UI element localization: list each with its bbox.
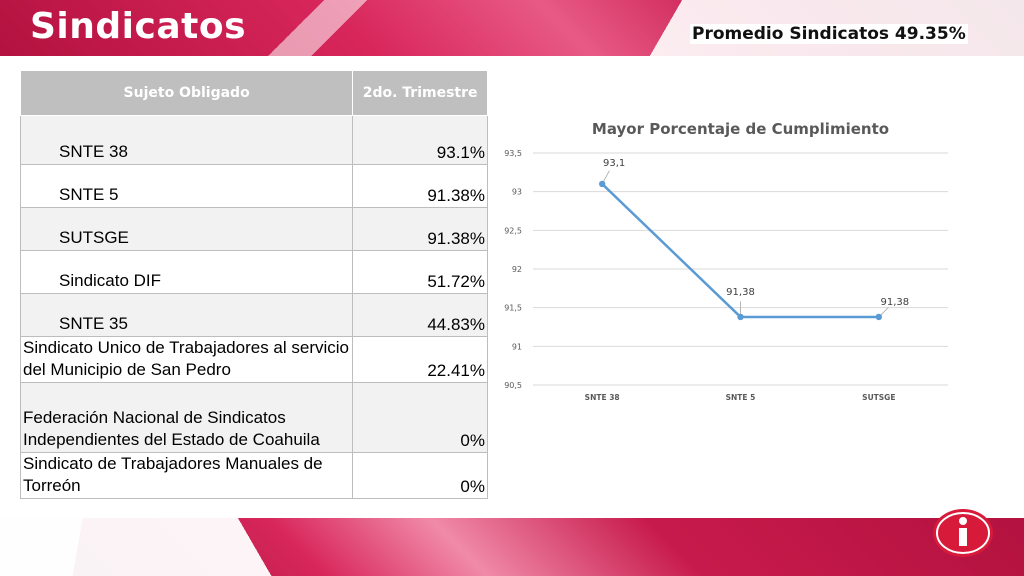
y-tick-label: 91,5 — [504, 304, 522, 313]
row-name: SUTSGE — [19, 207, 354, 251]
header-quarter: 2do. Trimestre — [352, 70, 488, 116]
average-label: Promedio Sindicatos 49.35% — [690, 24, 968, 44]
row-value: 22.41% — [352, 336, 488, 383]
footer-band-fade — [0, 518, 460, 576]
data-point — [598, 180, 606, 188]
table-row: SUTSGE 91.38% — [19, 207, 488, 251]
row-name: Sindicato DIF — [19, 250, 354, 294]
line-chart: Mayor Porcentaje de Cumplimiento 93,5 93 92… — [498, 108, 968, 413]
table-row: Sindicato Unico de Trabajadores al servi… — [19, 336, 488, 383]
row-value: 0% — [352, 452, 488, 499]
row-name: SNTE 38 — [19, 115, 354, 165]
compliance-table: Sujeto Obligado 2do. Trimestre SNTE 38 9… — [19, 70, 488, 499]
y-tick-label: 92 — [512, 265, 522, 274]
row-name: SNTE 35 — [19, 293, 354, 337]
table-row: Sindicato DIF 51.72% — [19, 250, 488, 294]
table-row: Sindicato de Trabajadores Manuales de To… — [19, 452, 488, 499]
line-chart-svg: Mayor Porcentaje de Cumplimiento 93,5 93 92… — [504, 120, 948, 402]
y-tick-label: 93,5 — [504, 149, 522, 158]
row-name: SNTE 5 — [19, 164, 354, 208]
row-name: Sindicato Unico de Trabajadores al servi… — [19, 336, 354, 383]
row-value: 51.72% — [352, 250, 488, 294]
info-i-icon — [933, 509, 993, 557]
y-tick-label: 92,5 — [504, 226, 522, 235]
x-tick-label: SNTE 38 — [585, 393, 620, 402]
chart-title: Mayor Porcentaje de Cumplimiento — [592, 120, 889, 138]
data-point — [737, 313, 744, 321]
page-title: Sindicatos — [30, 6, 247, 47]
x-tick-label: SNTE 5 — [726, 393, 756, 402]
row-value: 44.83% — [352, 293, 488, 337]
row-value: 91.38% — [352, 164, 488, 208]
data-label: 91,38 — [881, 297, 910, 308]
table-row: SNTE 5 91.38% — [19, 164, 488, 208]
row-value: 0% — [352, 382, 488, 453]
table-row: SNTE 35 44.83% — [19, 293, 488, 337]
x-tick-label: SUTSGE — [862, 393, 895, 402]
row-name: Federación Nacional de Sindicatos Indepe… — [19, 382, 354, 453]
y-tick-label: 93 — [512, 188, 522, 197]
data-point — [875, 313, 883, 321]
header-subject: Sujeto Obligado — [19, 70, 354, 116]
data-label: 91,38 — [726, 287, 755, 298]
y-tick-label: 91 — [512, 342, 522, 351]
row-value: 93.1% — [352, 115, 488, 165]
row-name: Sindicato de Trabajadores Manuales de To… — [19, 452, 354, 499]
row-value: 91.38% — [352, 207, 488, 251]
table-row: Federación Nacional de Sindicatos Indepe… — [19, 382, 488, 453]
table-row: SNTE 38 93.1% — [19, 115, 488, 165]
y-tick-label: 90,5 — [504, 381, 522, 390]
data-label: 93,1 — [603, 158, 625, 169]
